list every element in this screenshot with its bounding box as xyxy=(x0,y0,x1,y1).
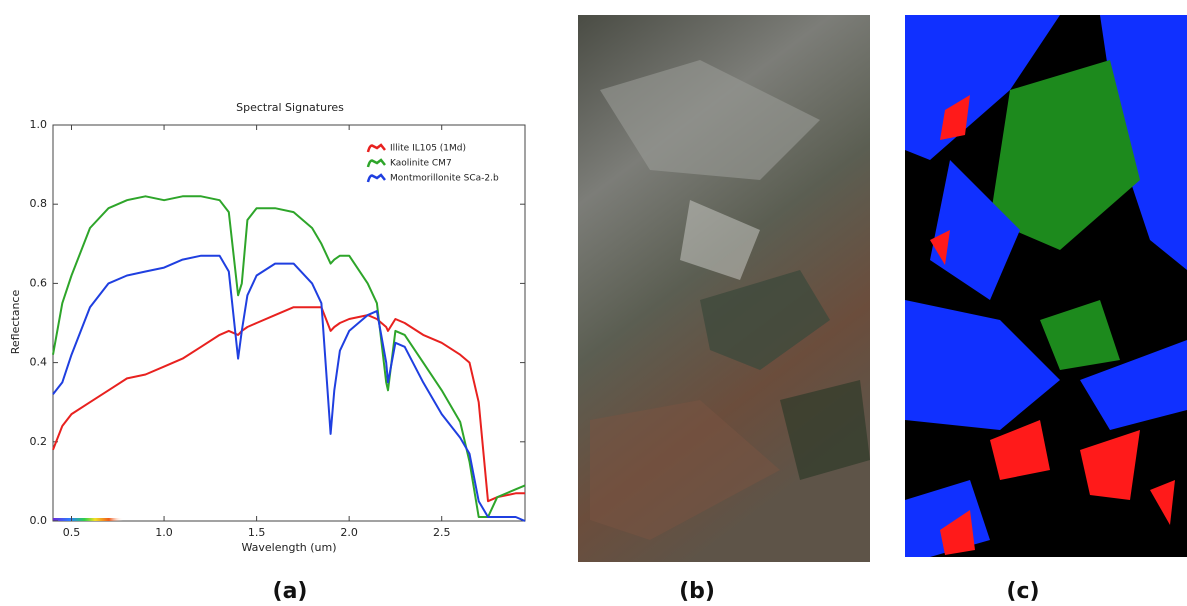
series-line xyxy=(52,195,526,518)
y-tick-label: 0.8 xyxy=(30,197,48,210)
x-tick-label: 1.5 xyxy=(248,526,266,539)
y-tick-label: 1.0 xyxy=(30,118,48,131)
x-tick-label: 2.5 xyxy=(433,526,451,539)
legend-label: Illite IL105 (1Md) xyxy=(390,144,466,154)
series-line xyxy=(52,254,526,522)
y-tick-label: 0.6 xyxy=(30,276,48,289)
x-tick-label: 2.0 xyxy=(340,526,358,539)
panel-label: (c) xyxy=(1006,579,1039,604)
spectrum-strip xyxy=(53,518,123,521)
x-tick-label: 0.5 xyxy=(63,526,81,539)
y-tick-label: 0.4 xyxy=(30,356,48,369)
chart-title: Spectral Signatures xyxy=(236,101,344,114)
legend-label: Kaolinite CM7 xyxy=(390,159,452,169)
plot-frame xyxy=(52,124,526,522)
legend-swatch xyxy=(366,143,386,153)
y-tick-label: 0.2 xyxy=(30,435,48,448)
legend-swatch xyxy=(366,173,386,183)
x-tick-label: 1.0 xyxy=(155,526,173,539)
panel-label: (b) xyxy=(679,579,715,604)
x-axis-label: Wavelength (um) xyxy=(241,541,336,554)
panel-label: (a) xyxy=(273,579,308,604)
satellite-image xyxy=(578,15,870,562)
classification-map xyxy=(905,15,1187,557)
series-line xyxy=(52,306,525,503)
y-axis-label: Reflectance xyxy=(9,290,22,355)
y-tick-label: 0.0 xyxy=(30,514,48,527)
legend-swatch xyxy=(366,158,386,168)
legend-label: Montmorillonite SCa-2.b xyxy=(390,174,499,184)
